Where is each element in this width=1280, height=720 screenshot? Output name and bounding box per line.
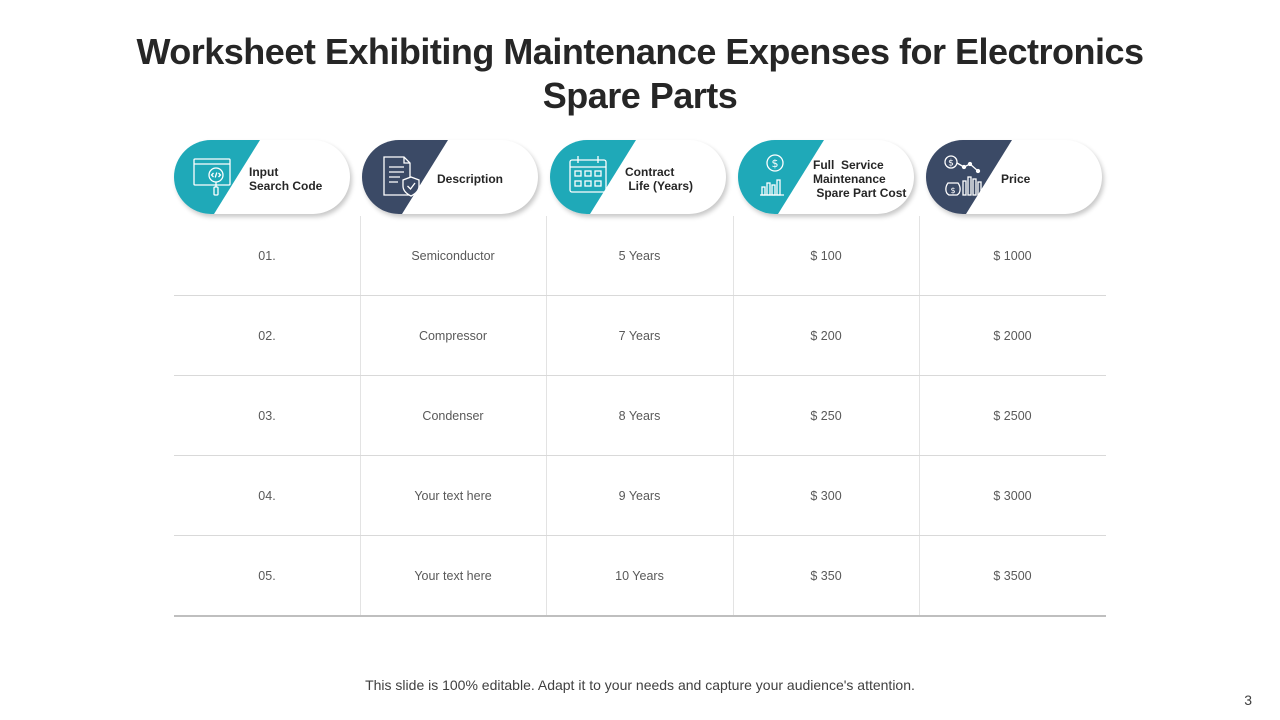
cell-price: $ 2500 <box>993 409 1032 423</box>
cell-spare-part-cost: $ 300 <box>810 489 842 503</box>
footer-note: This slide is 100% editable. Adapt it to… <box>365 677 915 693</box>
header-card-input-search-code: Input Search Code <box>174 140 350 214</box>
column-divider <box>733 216 734 616</box>
header-label: Contract Life (Years) <box>625 165 694 193</box>
cell-description: Semiconductor <box>411 249 495 263</box>
table-row: 02. Compressor 7 Years $ 200 $ 2000 <box>174 296 1106 376</box>
document-shield-icon <box>383 156 420 197</box>
title-line-1: Worksheet Exhibiting Maintenance Expense… <box>136 31 1144 72</box>
header-card-accent <box>738 140 824 214</box>
header-label: Input Search Code <box>249 165 323 193</box>
header-label: Full Service Maintenance Spare Part Cost <box>813 158 907 200</box>
cell-contract-life: 10 Years <box>615 569 664 583</box>
cell-price: $ 2000 <box>993 329 1032 343</box>
cell-spare-part-cost: $ 250 <box>810 409 842 423</box>
cell-description: Your text here <box>414 569 492 583</box>
svg-text:$: $ <box>772 157 779 170</box>
header-label: Price <box>1001 172 1031 186</box>
money-chart-icon: $ $ <box>944 155 982 196</box>
cell-contract-life: 7 Years <box>618 329 661 343</box>
table-row: 04. Your text here 9 Years $ 300 $ 3000 <box>174 456 1106 536</box>
title-line-2: Spare Parts <box>542 75 738 116</box>
cell-price: $ 3500 <box>993 569 1032 583</box>
cell-spare-part-cost: $ 200 <box>810 329 842 343</box>
table-row: 03. Condenser 8 Years $ 250 $ 2500 <box>174 376 1106 456</box>
cell-price: $ 1000 <box>993 249 1032 263</box>
page-number: 3 <box>1244 692 1252 708</box>
expenses-table: 01. Semiconductor 5 Years $ 100 $ 1000 0… <box>174 216 1106 617</box>
cell-contract-life: 5 Years <box>618 249 661 263</box>
table-header-cards: Input Search Code Description <box>174 140 1106 216</box>
code-search-icon <box>193 158 231 196</box>
cell-code: 03. <box>258 409 276 423</box>
column-divider <box>360 216 361 616</box>
header-label: Description <box>437 172 504 186</box>
slide-title: Worksheet Exhibiting Maintenance Expense… <box>0 30 1280 118</box>
cell-price: $ 3000 <box>993 489 1032 503</box>
cell-contract-life: 9 Years <box>618 489 661 503</box>
cell-code: 05. <box>258 569 276 583</box>
svg-text:$: $ <box>948 159 954 169</box>
header-card-price: $ $ Price <box>926 140 1102 214</box>
cell-description: Compressor <box>418 329 488 343</box>
cell-contract-life: 8 Years <box>618 409 661 423</box>
header-card-contract-life: Contract Life (Years) <box>550 140 726 214</box>
header-card-description: Description <box>362 140 538 214</box>
cell-code: 02. <box>258 329 276 343</box>
header-card-full-service-cost: $ Full Service Maintenance Spare Part Co… <box>738 140 914 214</box>
calendar-icon <box>569 156 607 193</box>
header-card-accent <box>550 140 636 214</box>
cell-spare-part-cost: $ 100 <box>810 249 842 263</box>
column-divider <box>919 216 920 616</box>
cell-description: Condenser <box>422 409 484 423</box>
svg-text:$: $ <box>950 186 955 195</box>
table-row: 01. Semiconductor 5 Years $ 100 $ 1000 <box>174 216 1106 296</box>
cell-code: 04. <box>258 489 276 503</box>
column-divider <box>546 216 547 616</box>
cell-spare-part-cost: $ 350 <box>810 569 842 583</box>
cell-description: Your text here <box>414 489 492 503</box>
table-row: 05. Your text here 10 Years $ 350 $ 3500 <box>174 536 1106 617</box>
cell-code: 01. <box>258 249 276 263</box>
dollar-chart-icon: $ <box>760 154 784 196</box>
